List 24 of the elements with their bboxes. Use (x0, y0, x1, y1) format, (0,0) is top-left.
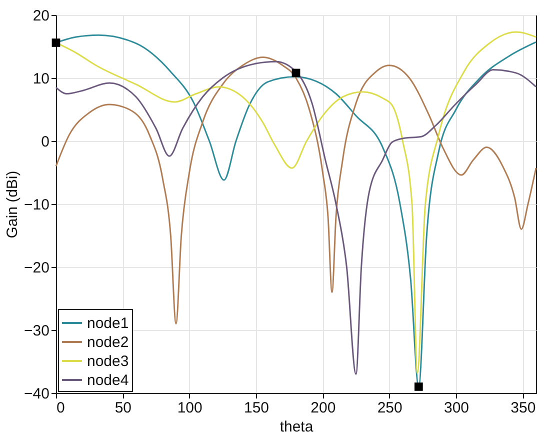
legend-label: node3 (87, 353, 129, 370)
x-tick-label: 100 (177, 400, 202, 416)
point (292, 68, 300, 78)
y-tick-label: −10 (24, 196, 50, 214)
x-tick-label: 50 (114, 400, 132, 416)
x-tick-label: 250 (377, 400, 402, 416)
y-tick-label: −20 (24, 260, 50, 276)
y-tick-label: 10 (32, 70, 50, 88)
legend-label: node2 (87, 334, 129, 351)
point (52, 38, 60, 47)
y-axis-title: Gain (dBi) (4, 170, 22, 238)
y-tick-label: −30 (24, 322, 50, 340)
y-tick-label: 20 (32, 8, 50, 24)
point (414, 382, 423, 391)
x-tick-label: 150 (244, 400, 270, 416)
x-axis-title: theta (280, 418, 314, 436)
x-tick-label: 300 (444, 400, 470, 416)
x-tick-label: 0 (56, 400, 65, 416)
legend-label: node1 (87, 315, 129, 332)
y-tick-label: 0 (41, 134, 50, 150)
x-tick-label: 350 (510, 400, 536, 416)
x-tick-label: 200 (310, 400, 336, 416)
legend-label: node4 (87, 372, 129, 389)
y-tick-label: −40 (24, 386, 50, 402)
